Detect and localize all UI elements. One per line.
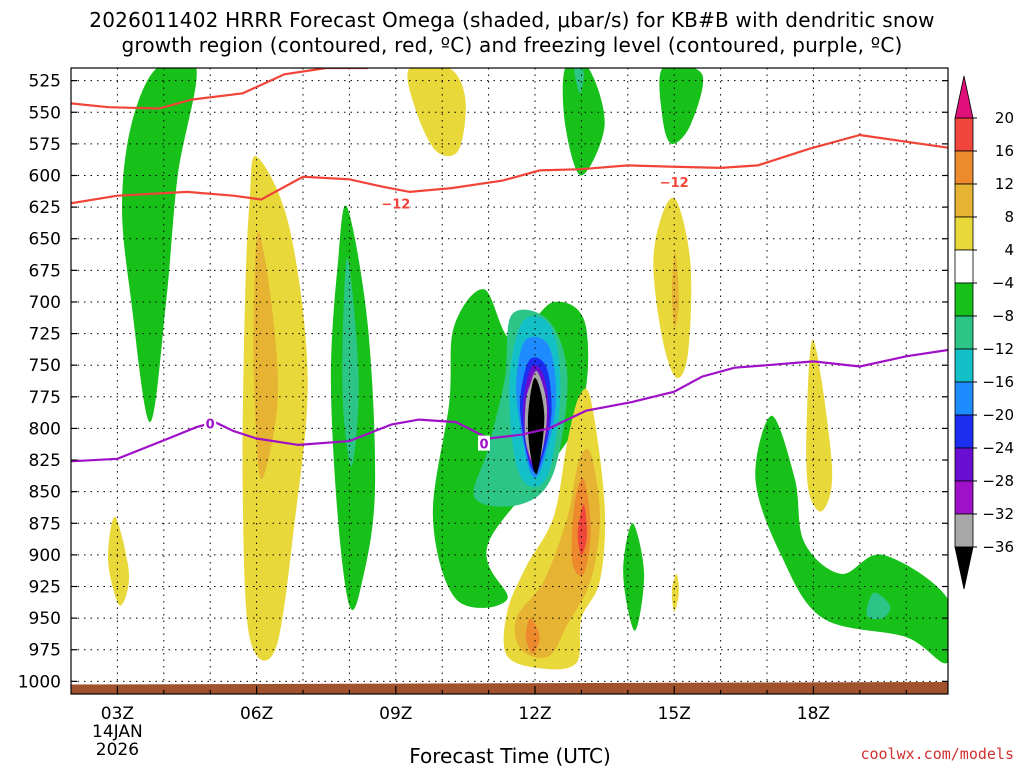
y-tick-label-875: 875 (29, 514, 61, 534)
omega-region-yellow-column-18z (806, 339, 833, 512)
contour-labels: −12 −12 0 0 (204, 173, 689, 453)
credit-label[interactable]: coolwx.com/models (860, 745, 1014, 763)
x-tick-label-03Z: 03Z (101, 704, 134, 724)
dgz-label-bg (381, 195, 410, 211)
colorbar-label--28: −28 (982, 472, 1014, 490)
chart-title-line2: growth region (contoured, red, ºC) and f… (121, 33, 903, 57)
omega-region-green-top-15z (659, 68, 704, 144)
y-tick-label-900: 900 (29, 546, 61, 566)
y-tick-label-775: 775 (29, 388, 61, 408)
colorbar-label-16: 16 (995, 142, 1014, 160)
omega-colorbar: 20 16 12 8 4 −4 −8 −12 −16 −20 −24 −28 −32 −36 (954, 75, 1014, 590)
colorbar-label-4: 4 (1004, 241, 1014, 259)
y-tick-label-975: 975 (29, 641, 61, 661)
axes-layer: 525 550 575 600 625 650 675 700 725 750 775 800 825 8… (18, 67, 949, 760)
colorbar-band--12-to--8 (954, 315, 974, 350)
x-tick-label-15Z: 15Z (658, 704, 691, 724)
omega-region-teal-column-08z (342, 257, 359, 467)
omega-region-teal-lower-right (866, 592, 891, 620)
y-tick-label-725: 725 (29, 325, 61, 345)
colorbar-label-8: 8 (1004, 208, 1014, 226)
x-tick-label-09Z: 09Z (379, 704, 412, 724)
colorbar-band--20-to--16 (954, 381, 974, 416)
colorbar-band--4-to-4 (954, 249, 974, 284)
colorbar-band--36-to--32 (954, 513, 974, 548)
y-tick-label-625: 625 (29, 198, 61, 218)
freezing-label-bg (477, 435, 490, 451)
colorbar-band-12-to-16 (954, 150, 974, 185)
dgz-upper-line (71, 68, 368, 110)
y-tick-label-675: 675 (29, 261, 61, 281)
x-tick-label-06Z: 06Z (240, 704, 273, 724)
colorbar-band--8-to--4 (954, 282, 974, 317)
dgz-lower-line (71, 133, 948, 205)
omega-region-green-lower-right (755, 415, 948, 664)
y-tick-label-1000: 1000 (18, 672, 61, 692)
freezing-label-bg (204, 415, 217, 431)
y-tick-label-700: 700 (29, 293, 61, 313)
omega-region-yellow-blob-15z (671, 573, 679, 612)
omega-region-yellow-blob-03z (108, 516, 130, 606)
colorbar-label--20: −20 (982, 406, 1014, 424)
freezing-label-1: 0 (479, 438, 488, 453)
y-tick-label-575: 575 (29, 135, 61, 155)
terrain-layer (71, 681, 948, 694)
omega-region-yellow-top-10z (407, 68, 466, 157)
colorbar-label--4: −4 (992, 274, 1014, 292)
colorbar-band-16-to-20 (954, 117, 974, 152)
x-tick-label-12Z: 12Z (518, 704, 551, 724)
colorbar-label--8: −8 (992, 307, 1014, 325)
y-tick-label-825: 825 (29, 451, 61, 471)
dgz-label-bg (660, 173, 689, 189)
terrain-ground (71, 681, 948, 694)
y-tick-label-650: 650 (29, 230, 61, 250)
colorbar-band--32-to--28 (954, 480, 974, 515)
colorbar-label-20: 20 (995, 109, 1014, 127)
omega-region-red-lower-12z (577, 504, 588, 555)
colorbar-label--16: −16 (982, 373, 1014, 391)
colorbar-band--16-to--12 (954, 348, 974, 383)
freezing-label-0: 0 (206, 417, 215, 432)
colorbar-band-8-to-12 (954, 183, 974, 218)
date-label-day: 14JAN (92, 722, 143, 742)
omega-region-orange-lower-blob-12z (525, 618, 540, 654)
y-tick-label-800: 800 (29, 419, 61, 439)
omega-shading-layer (108, 68, 948, 670)
chart-title-line1: 2026011402 HRRR Forecast Omega (shaded, … (89, 8, 935, 32)
colorbar-label--36: −36 (982, 538, 1014, 556)
omega-region-black-core-12z (527, 377, 545, 475)
omega-region-orange-column-15z (671, 251, 679, 328)
colorbar-label-12: 12 (995, 175, 1014, 193)
y-tick-label-925: 925 (29, 578, 61, 598)
y-tick-label-850: 850 (29, 483, 61, 503)
y-tick-label-550: 550 (29, 103, 61, 123)
colorbar-bottom-arrow (954, 546, 974, 590)
y-tick-label-950: 950 (29, 609, 61, 629)
omega-region-green-top-12z (562, 68, 605, 176)
colorbar-band-4-to-8 (954, 216, 974, 251)
gridlines (71, 68, 948, 694)
colorbar-label--32: −32 (982, 505, 1014, 523)
x-tick-label-18Z: 18Z (797, 704, 830, 724)
dgz-label-0: −12 (381, 197, 410, 212)
x-axis-title: Forecast Time (UTC) (409, 744, 611, 768)
date-label-year: 2026 (96, 740, 139, 760)
colorbar-label--12: −12 (982, 340, 1014, 358)
omega-region-green-blob-14z (623, 523, 645, 631)
y-tick-label-750: 750 (29, 356, 61, 376)
colorbar-band--24-to--20 (954, 414, 974, 449)
omega-region-green-column-04z (122, 68, 197, 423)
dgz-label-1: −12 (660, 176, 689, 191)
omega-region-orange-column-06z (253, 232, 279, 480)
y-tick-label-600: 600 (29, 166, 61, 186)
plot-frame (70, 67, 949, 695)
y-tick-label-525: 525 (29, 72, 61, 92)
colorbar-band--28-to--24 (954, 447, 974, 482)
colorbar-label--24: −24 (982, 439, 1014, 457)
colorbar-top-arrow (954, 75, 974, 119)
